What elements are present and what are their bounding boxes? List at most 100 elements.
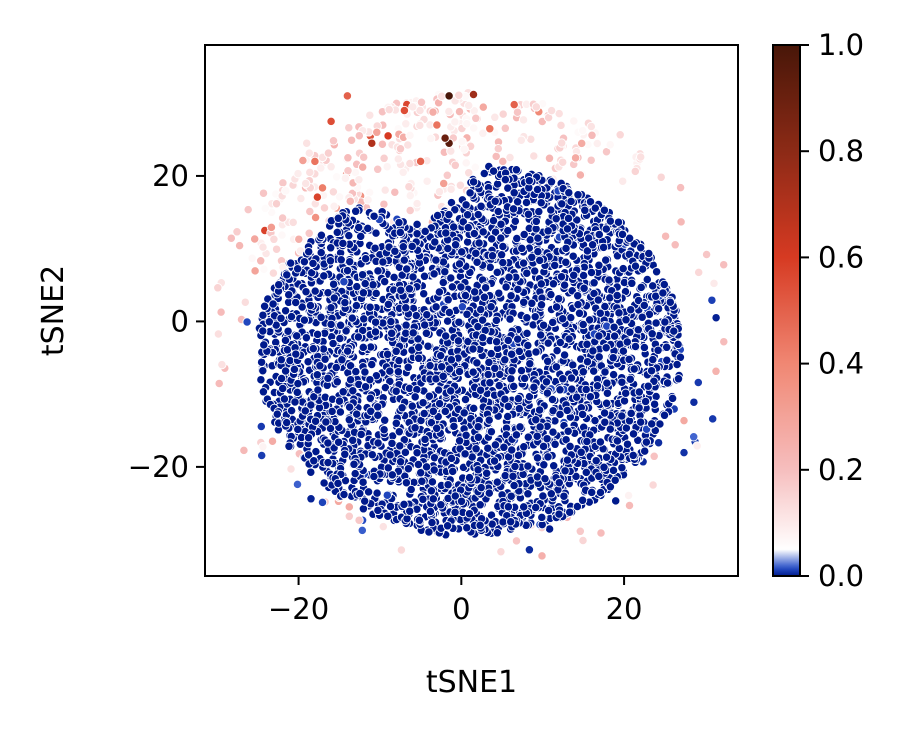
scatter-point (500, 174, 511, 185)
scatter-point (282, 417, 292, 428)
scatter-point (258, 242, 268, 252)
scatter-point (473, 432, 484, 442)
scatter-point (403, 362, 413, 372)
scatter-point (500, 355, 510, 365)
scatter-point (523, 461, 533, 471)
x-axis-label: tSNE1 (426, 665, 517, 700)
scatter-point (399, 499, 409, 510)
y-axis: −20 0 20 (128, 159, 205, 484)
scatter-point (487, 234, 497, 244)
scatter-point (533, 233, 543, 243)
scatter-point (689, 432, 699, 442)
scatter-point (448, 466, 458, 477)
scatter-point (286, 311, 297, 322)
scatter-point (449, 421, 459, 432)
scatter-point (548, 427, 558, 437)
scatter-point (694, 267, 704, 278)
scatter-point (216, 307, 226, 317)
scatter-point (356, 231, 366, 242)
scatter-point (292, 331, 302, 341)
scatter-point (394, 427, 404, 437)
scatter-point (258, 310, 268, 320)
scatter-point (414, 342, 424, 352)
scatter-point (558, 374, 568, 384)
scatter-point (614, 443, 624, 454)
scatter-point (291, 297, 301, 308)
scatter-point (564, 334, 574, 344)
scatter-point (610, 475, 620, 485)
scatter-point (277, 230, 287, 240)
scatter-point (408, 328, 418, 338)
scatter-point (408, 102, 418, 112)
scatter-point (317, 183, 328, 193)
scatter-point (494, 380, 504, 391)
scatter-point (365, 393, 375, 403)
scatter-point (503, 411, 513, 422)
scatter-point (323, 438, 333, 448)
scatter-point (586, 155, 596, 165)
scatter-point (541, 377, 552, 387)
scatter-point (498, 517, 508, 527)
scatter-point (500, 123, 510, 133)
scatter-point (667, 393, 678, 404)
scatter-point (636, 417, 646, 427)
scatter-point (589, 278, 599, 288)
scatter-point (354, 515, 364, 525)
scatter-point (595, 308, 605, 318)
scatter-point (348, 435, 358, 445)
scatter-point (590, 415, 600, 426)
scatter-point (673, 339, 683, 350)
scatter-point (518, 258, 529, 268)
scatter-point (394, 217, 404, 228)
scatter-point (459, 144, 469, 154)
colorbar-gradient (772, 44, 801, 577)
scatter-point (514, 346, 524, 357)
scatter-point (546, 289, 556, 300)
scatter-point (659, 410, 670, 420)
scatter-point (415, 120, 425, 131)
scatter-point (590, 203, 600, 213)
scatter-point (340, 173, 351, 183)
scatter-point (354, 131, 364, 141)
scatter-point (599, 462, 609, 472)
scatter-point (290, 397, 300, 407)
scatter-point (373, 438, 383, 448)
data-points (213, 88, 729, 561)
scatter-point (602, 378, 612, 388)
scatter-point (213, 283, 223, 293)
scatter-point (326, 116, 336, 127)
scatter-point (628, 429, 639, 439)
scatter-point (523, 432, 533, 442)
scatter-point (294, 234, 304, 244)
scatter-point (540, 474, 550, 484)
scatter-point (394, 355, 404, 366)
scatter-point (551, 302, 562, 312)
scatter-point (418, 494, 428, 504)
scatter-point (454, 317, 464, 327)
scatter-point (361, 254, 371, 264)
scatter-point (503, 401, 513, 412)
scatter-point (371, 288, 381, 299)
scatter-point (559, 280, 570, 290)
scatter-point (412, 448, 422, 458)
scatter-point (396, 545, 407, 555)
scatter-point (558, 157, 568, 167)
scatter-point (367, 450, 377, 460)
scatter-point (565, 441, 575, 452)
scatter-point (483, 443, 493, 453)
scatter-point (343, 153, 353, 163)
scatter-point (304, 148, 314, 158)
scatter-point (329, 201, 339, 211)
scatter-point (408, 272, 418, 282)
scatter-point (293, 378, 303, 389)
scatter-point (624, 354, 634, 365)
scatter-point (542, 434, 552, 444)
scatter-point (301, 178, 311, 189)
scatter-point (672, 359, 682, 370)
scatter-point (333, 478, 343, 489)
colorbar: 0.0 0.2 0.4 0.6 0.8 1.0 (772, 28, 864, 593)
scatter-point (546, 105, 557, 116)
scatter-point (360, 278, 370, 289)
scatter-point (419, 289, 429, 299)
scatter-point (468, 177, 479, 187)
